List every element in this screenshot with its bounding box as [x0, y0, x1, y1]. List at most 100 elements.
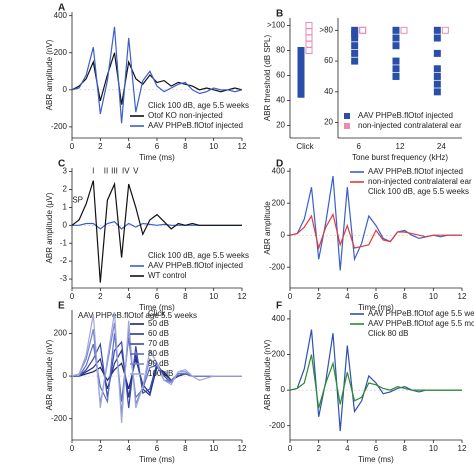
waveform — [289, 329, 462, 432]
legend-label: non-injected contralateral ear — [368, 177, 472, 186]
y-axis-label: ABR amplitude (nV) — [263, 339, 272, 410]
y-tick-label: 200 — [272, 350, 286, 359]
x-tick-label: 2 — [98, 292, 103, 301]
x-tick-label: 12 — [458, 444, 467, 453]
y-tick-label: 40 — [324, 87, 333, 96]
y-tick-label: >100 — [267, 21, 286, 30]
x-tick-label: 12 — [238, 292, 247, 301]
y-tick-label: 60 — [324, 56, 333, 65]
threshold-point — [297, 47, 305, 54]
x-tick-label: 4 — [126, 142, 131, 151]
y-tick-label: 0 — [63, 220, 68, 229]
legend-note: Click 100 dB, age 5.5 weeks — [148, 101, 249, 110]
y-tick-label: 0 — [63, 85, 68, 94]
legend-title: Click — [148, 309, 166, 318]
y-tick-label: -200 — [269, 421, 286, 430]
x-axis-label: Time (ms) — [358, 303, 394, 312]
threshold-point — [392, 65, 400, 73]
threshold-point — [297, 59, 305, 67]
legend-label: AAV PHPeB.flOtof injected — [148, 121, 243, 130]
y-axis-label: ABR threshold (dB SPL) — [263, 35, 272, 122]
threshold-point — [305, 22, 313, 29]
threshold-point — [433, 72, 441, 80]
threshold-point — [297, 78, 305, 86]
threshold-point — [351, 57, 359, 65]
x-tick-label: 8 — [402, 444, 407, 453]
y-tick-label: -200 — [269, 262, 286, 271]
x-axis-label: Time (ms) — [139, 455, 175, 464]
threshold-point — [297, 53, 305, 61]
x-tick-label: 2 — [316, 292, 321, 301]
y-tick-label: 2 — [63, 185, 68, 194]
x-tick-label: 2 — [316, 444, 321, 453]
x-tick-label: 2 — [98, 444, 103, 453]
x-tick-label: 8 — [402, 292, 407, 301]
x-tick-label: 4 — [126, 292, 131, 301]
threshold-point — [305, 40, 313, 48]
waveform — [289, 354, 462, 409]
threshold-point — [392, 26, 400, 34]
legend-note: Click 100 dB, age 5.5 weeks — [368, 187, 469, 196]
waveform — [71, 52, 243, 105]
panel-letter: B — [276, 9, 283, 20]
legend-swatch — [344, 123, 350, 129]
legend-label: non-injected contralateral ear — [358, 121, 462, 130]
y-tick-label: -2 — [60, 256, 68, 265]
y-tick-label: -200 — [51, 122, 68, 131]
y-axis-label: ABR amplitude (nV) — [45, 39, 54, 110]
panel-letter: F — [276, 301, 282, 312]
x-tick-label: 24 — [437, 142, 446, 151]
x-tick-label: 8 — [183, 292, 188, 301]
peak-label: SP — [72, 195, 83, 204]
x-tick-label: 4 — [345, 292, 350, 301]
y-axis-label: ABR amplitude (nV) — [45, 339, 54, 410]
threshold-point — [392, 42, 400, 50]
y-tick-label: 3 — [63, 167, 68, 176]
x-tick-label: 10 — [209, 142, 218, 151]
x-axis-label: Time (ms) — [358, 455, 394, 464]
threshold-point — [297, 90, 305, 98]
waveform — [71, 312, 242, 424]
legend-label: WT control — [148, 271, 187, 280]
threshold-point — [433, 88, 441, 96]
threshold-point — [305, 47, 313, 54]
y-tick-label: 400 — [272, 314, 286, 323]
threshold-point — [392, 34, 400, 42]
peak-label: V — [133, 167, 139, 176]
waveform — [289, 212, 462, 251]
x-tick-label: 12 — [396, 142, 405, 151]
legend-label: 80 dB — [148, 349, 169, 358]
x-axis-label: Time (ms) — [139, 303, 175, 312]
y-tick-label: 0 — [63, 371, 68, 380]
threshold-point — [297, 84, 305, 92]
legend-label: 90 dB — [148, 359, 169, 368]
legend-label: 70 dB — [148, 339, 169, 348]
legend-label: 50 dB — [148, 319, 169, 328]
x-tick-label: 8 — [183, 444, 188, 453]
x-tick-label: 12 — [458, 292, 467, 301]
y-tick-label: 60 — [276, 71, 285, 80]
y-tick-label: 0 — [281, 385, 286, 394]
x-tick-label: 12 — [238, 142, 247, 151]
legend-label: AAV PHPeB.flOtof injected — [368, 167, 463, 176]
y-tick-label: 40 — [276, 96, 285, 105]
x-tick-label: 6 — [374, 292, 379, 301]
threshold-point — [297, 65, 305, 73]
peak-label: II — [104, 167, 108, 176]
x-tick-label: 4 — [345, 444, 350, 453]
x-tick-label: 6 — [155, 292, 160, 301]
x-tick-label: 10 — [429, 292, 438, 301]
x-tick-label: 4 — [126, 444, 131, 453]
legend-label: AAV PHPeB.flOtof injected — [358, 111, 453, 120]
y-tick-label: 20 — [276, 121, 285, 130]
x-axis-label: Tone burst frequency (kHz) — [352, 153, 448, 162]
threshold-point — [441, 26, 449, 34]
y-tick-label: 400 — [54, 11, 68, 20]
y-axis-label: ABR amplitude (μV) — [45, 192, 54, 263]
threshold-point — [433, 65, 441, 73]
threshold-point — [359, 26, 367, 34]
threshold-point — [305, 28, 313, 36]
waveform — [71, 26, 243, 124]
legend-label: Otof KO non-injected — [148, 111, 223, 120]
legend-note: Click 80 dB — [368, 329, 408, 338]
